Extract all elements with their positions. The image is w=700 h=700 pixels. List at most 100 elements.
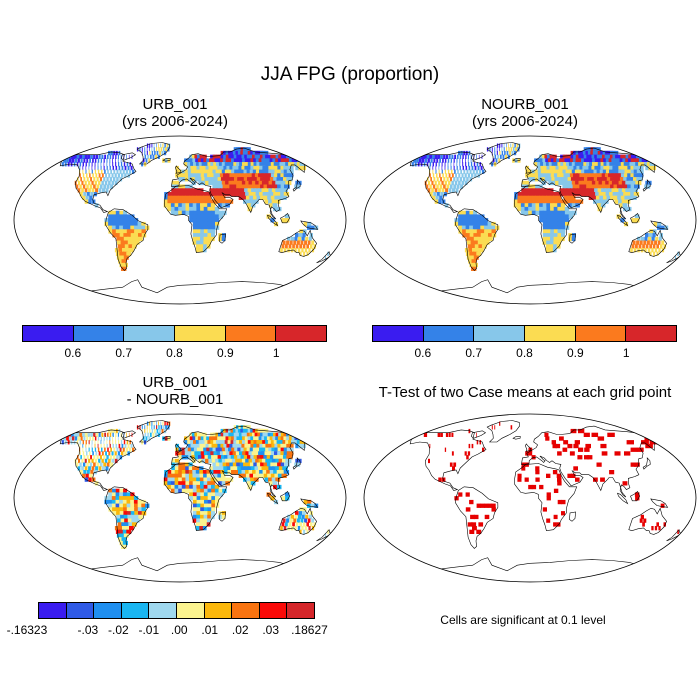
grid-cell — [115, 436, 116, 441]
grid-cell — [192, 229, 197, 234]
grid-cell — [167, 195, 172, 200]
grid-cell — [550, 214, 555, 219]
grid-cell — [196, 244, 200, 249]
grid-cell — [583, 162, 589, 167]
grid-cell — [448, 188, 452, 193]
grid-cell — [196, 165, 201, 171]
grid-cell — [122, 221, 128, 227]
grid-cell — [117, 158, 119, 163]
grid-cell — [94, 481, 99, 486]
grid-cell — [122, 529, 128, 534]
significant-cell — [479, 440, 482, 445]
significant-cell — [484, 514, 490, 520]
grid-cell — [208, 458, 213, 464]
grid-cell — [121, 451, 124, 456]
grid-cell — [614, 199, 620, 204]
grid-cell — [458, 221, 463, 227]
grid-cell — [221, 447, 227, 452]
grid-cell — [106, 184, 110, 189]
grid-cell — [91, 165, 93, 171]
grid-cell — [215, 180, 220, 186]
grid-cell — [614, 188, 621, 193]
grid-cell — [295, 244, 299, 249]
grid-cell — [566, 173, 572, 178]
grid-cell — [438, 180, 441, 186]
grid-cell — [289, 240, 293, 245]
grid-cell — [528, 188, 533, 193]
grid-cell — [546, 221, 551, 227]
grid-cell — [225, 199, 230, 204]
significant-cell — [467, 451, 471, 456]
grid-cell — [112, 210, 117, 215]
grid-cell — [220, 473, 226, 478]
grid-cell — [122, 218, 128, 223]
grid-cell — [258, 451, 264, 456]
grid-cell — [202, 165, 207, 171]
grid-cell — [531, 173, 536, 178]
grid-cell — [214, 484, 220, 490]
grid-cell — [468, 259, 474, 264]
grid-cell — [283, 526, 287, 531]
grid-cell — [472, 262, 478, 268]
grid-cell — [660, 225, 665, 230]
grid-cell — [582, 165, 588, 171]
grid-cell — [541, 173, 546, 178]
grid-cell — [605, 192, 611, 197]
grid-cell — [94, 162, 96, 167]
significant-cell — [557, 499, 562, 505]
grid-cell — [145, 158, 148, 163]
grid-cell — [258, 180, 265, 186]
grid-cell — [550, 169, 555, 174]
grid-cell — [268, 477, 274, 482]
grid-cell — [278, 180, 285, 186]
grid-cell — [469, 262, 475, 268]
grid-cell — [568, 214, 574, 219]
grid-cell — [459, 154, 462, 159]
grid-cell — [597, 188, 603, 193]
grid-cell — [297, 158, 306, 163]
grid-cell — [514, 143, 516, 148]
grid-cell — [202, 432, 207, 437]
grid-cell — [474, 165, 477, 171]
grid-cell — [181, 473, 186, 478]
significant-cell — [444, 447, 447, 452]
grid-cell — [304, 240, 307, 245]
grid-cell — [496, 143, 499, 148]
grid-cell — [203, 473, 208, 478]
grid-cell — [252, 447, 259, 452]
grid-cell — [480, 221, 485, 227]
grid-cell — [649, 244, 652, 249]
grid-cell — [196, 206, 201, 212]
grid-cell — [98, 458, 101, 464]
grid-cell — [97, 440, 99, 445]
grid-cell — [451, 154, 454, 159]
grid-cell — [160, 421, 162, 426]
grid-cell — [186, 436, 191, 441]
grid-cell — [131, 522, 137, 527]
grid-cell — [181, 203, 187, 208]
grid-cell — [241, 165, 248, 171]
grid-cell — [137, 499, 142, 505]
grid-cell — [549, 240, 554, 245]
grid-cell — [253, 177, 260, 182]
grid-cell — [203, 518, 208, 523]
grid-cell — [119, 511, 125, 516]
grid-cell — [295, 511, 299, 516]
grid-cell — [226, 184, 231, 189]
grid-cell — [550, 203, 555, 208]
grid-cell — [473, 210, 478, 215]
grid-cell — [587, 177, 593, 182]
grid-cell — [91, 440, 93, 445]
grid-cell — [221, 199, 226, 204]
grid-cell — [108, 492, 113, 497]
grid-cell — [171, 199, 176, 204]
grid-cell — [283, 470, 290, 475]
grid-cell — [215, 462, 221, 467]
grid-cell — [540, 169, 545, 174]
significant-cell — [609, 470, 615, 475]
grid-cell — [200, 436, 206, 441]
grid-cell — [194, 455, 199, 460]
grid-cell — [270, 496, 275, 501]
grid-cell — [626, 177, 633, 182]
grid-cell — [517, 203, 522, 208]
